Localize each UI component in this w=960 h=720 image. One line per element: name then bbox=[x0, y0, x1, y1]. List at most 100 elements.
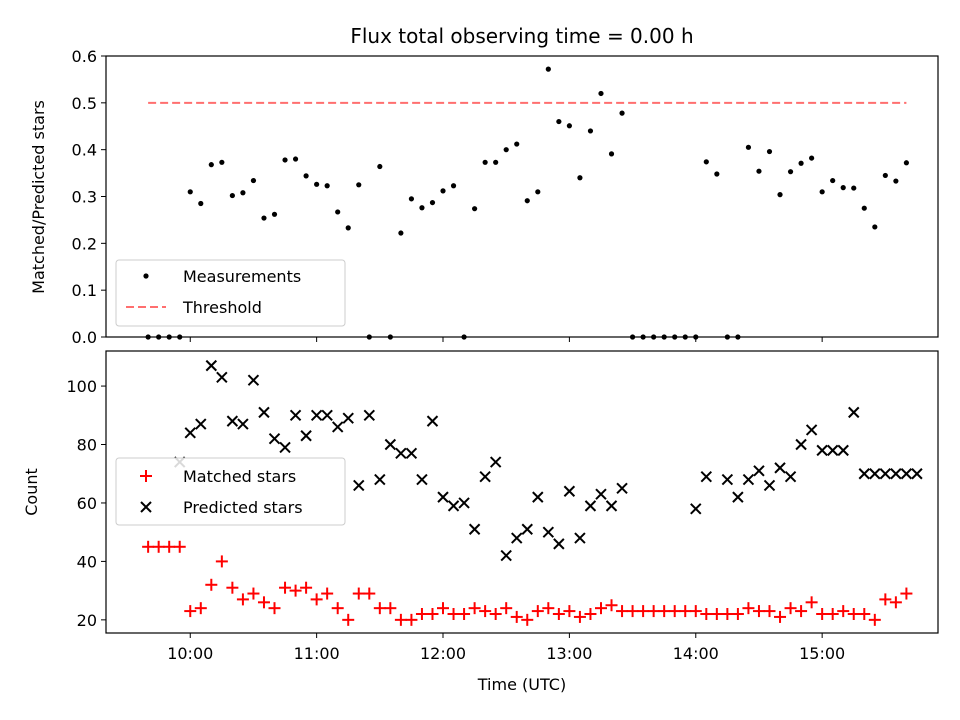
predicted-star-point bbox=[384, 438, 397, 451]
bottom-x-tick-label: 13:00 bbox=[546, 644, 592, 663]
top-y-axis-label: Matched/Predicted stars bbox=[29, 100, 48, 294]
measurement-point bbox=[787, 169, 794, 175]
matched-star-point bbox=[573, 610, 586, 623]
predicted-star-point bbox=[374, 473, 386, 486]
predicted-star-point bbox=[237, 418, 249, 430]
x-stroke-b bbox=[732, 491, 744, 503]
matched-star-point bbox=[731, 608, 744, 621]
predicted-star-point bbox=[721, 473, 734, 486]
predicted-star-point bbox=[890, 468, 902, 480]
measurement-point bbox=[419, 205, 425, 211]
matched-star-point bbox=[394, 613, 407, 626]
measurement-point bbox=[440, 188, 446, 194]
matched-stars-series bbox=[142, 540, 913, 626]
measurement-point bbox=[356, 182, 362, 188]
predicted-star-point bbox=[310, 409, 323, 421]
measurement-point bbox=[514, 141, 520, 147]
x-stroke-b bbox=[900, 468, 913, 480]
x-stroke-b bbox=[763, 479, 776, 492]
matched-star-point bbox=[437, 602, 450, 615]
measurement-point bbox=[556, 118, 562, 125]
measurement-point bbox=[840, 185, 846, 191]
measurement-point bbox=[819, 189, 825, 195]
measurement-point bbox=[809, 155, 815, 161]
matched-star-point bbox=[479, 605, 492, 618]
measurement-point bbox=[303, 173, 309, 179]
x-stroke-b bbox=[321, 409, 333, 421]
x-stroke-b bbox=[774, 462, 786, 474]
matched-star-point bbox=[584, 608, 597, 621]
matched-star-point bbox=[321, 587, 334, 600]
predicted-star-point bbox=[753, 465, 765, 477]
x-stroke-b bbox=[479, 470, 491, 483]
matched-star-point bbox=[215, 555, 228, 568]
predicted-star-point bbox=[195, 418, 207, 430]
measurement-point bbox=[345, 225, 351, 231]
matched-star-point bbox=[205, 578, 218, 591]
bottom-plot-frame bbox=[105, 350, 939, 634]
x-stroke-b bbox=[353, 479, 365, 492]
x-stroke-b bbox=[553, 538, 565, 550]
bottom-y-tick-label: 80 bbox=[77, 436, 97, 455]
measurement-point bbox=[377, 163, 383, 170]
predicted-star-point bbox=[216, 371, 228, 384]
measurement-point bbox=[493, 159, 499, 165]
predicted-star-point bbox=[532, 491, 544, 503]
measurement-point bbox=[324, 183, 330, 189]
matched-star-point bbox=[605, 599, 618, 612]
matched-star-point bbox=[268, 602, 281, 615]
measurement-point bbox=[830, 177, 836, 184]
threshold-legend-label: Threshold bbox=[182, 298, 262, 317]
predicted-star-point bbox=[763, 479, 776, 492]
x-stroke-b bbox=[331, 421, 344, 433]
bottom-y-tick-label: 60 bbox=[77, 494, 97, 513]
x-stroke-b bbox=[405, 447, 418, 459]
measurement-point bbox=[798, 160, 804, 166]
measurement-point bbox=[587, 128, 594, 134]
measurement-point bbox=[577, 175, 583, 181]
predicted-star-point bbox=[879, 468, 892, 480]
predicted-star-point bbox=[395, 447, 407, 459]
matched-star-point bbox=[826, 608, 839, 621]
predicted-star-point bbox=[458, 497, 470, 509]
predicted-star-point bbox=[331, 421, 344, 433]
x-stroke-b bbox=[205, 359, 218, 372]
x-stroke-b bbox=[195, 418, 207, 430]
matched-star-point bbox=[847, 608, 860, 621]
matched-star-point bbox=[616, 605, 629, 618]
x-stroke-b bbox=[521, 523, 533, 535]
matched-star-point bbox=[721, 608, 734, 621]
matched-star-point bbox=[805, 596, 818, 609]
matched-star-point bbox=[310, 593, 323, 606]
measurement-point bbox=[292, 156, 299, 162]
matched-star-point bbox=[521, 613, 534, 626]
measurement-point bbox=[187, 189, 193, 195]
matched-star-point bbox=[247, 587, 260, 600]
x-stroke-b bbox=[216, 371, 228, 384]
predicted-star-point bbox=[268, 432, 281, 445]
matched-star-point bbox=[342, 613, 355, 626]
predicted-star-point bbox=[605, 500, 618, 512]
predicted-star-point bbox=[289, 409, 302, 421]
x-stroke-b bbox=[437, 491, 449, 503]
matched-star-point bbox=[531, 605, 544, 618]
x-stroke-b bbox=[616, 482, 628, 495]
x-stroke-b bbox=[795, 438, 807, 451]
matched-star-point bbox=[710, 608, 723, 621]
bottom-x-tick-label: 15:00 bbox=[799, 644, 845, 663]
matched-star-point bbox=[257, 596, 270, 609]
matched-star-point bbox=[510, 610, 523, 623]
predicted-star-point bbox=[489, 456, 502, 468]
measurement-point bbox=[450, 183, 457, 189]
measurement-point bbox=[893, 178, 899, 184]
predicted-star-point bbox=[437, 491, 449, 503]
matched-star-point bbox=[837, 605, 850, 618]
bottom-legend: Matched stars Predicted stars bbox=[115, 457, 346, 526]
x-stroke-b bbox=[489, 456, 502, 468]
matched-star-point bbox=[594, 602, 607, 615]
predicted-stars-series bbox=[174, 359, 923, 562]
predicted-star-point bbox=[353, 479, 365, 492]
measurement-point bbox=[777, 192, 783, 198]
bottom-x-tick-label: 10:00 bbox=[167, 644, 213, 663]
